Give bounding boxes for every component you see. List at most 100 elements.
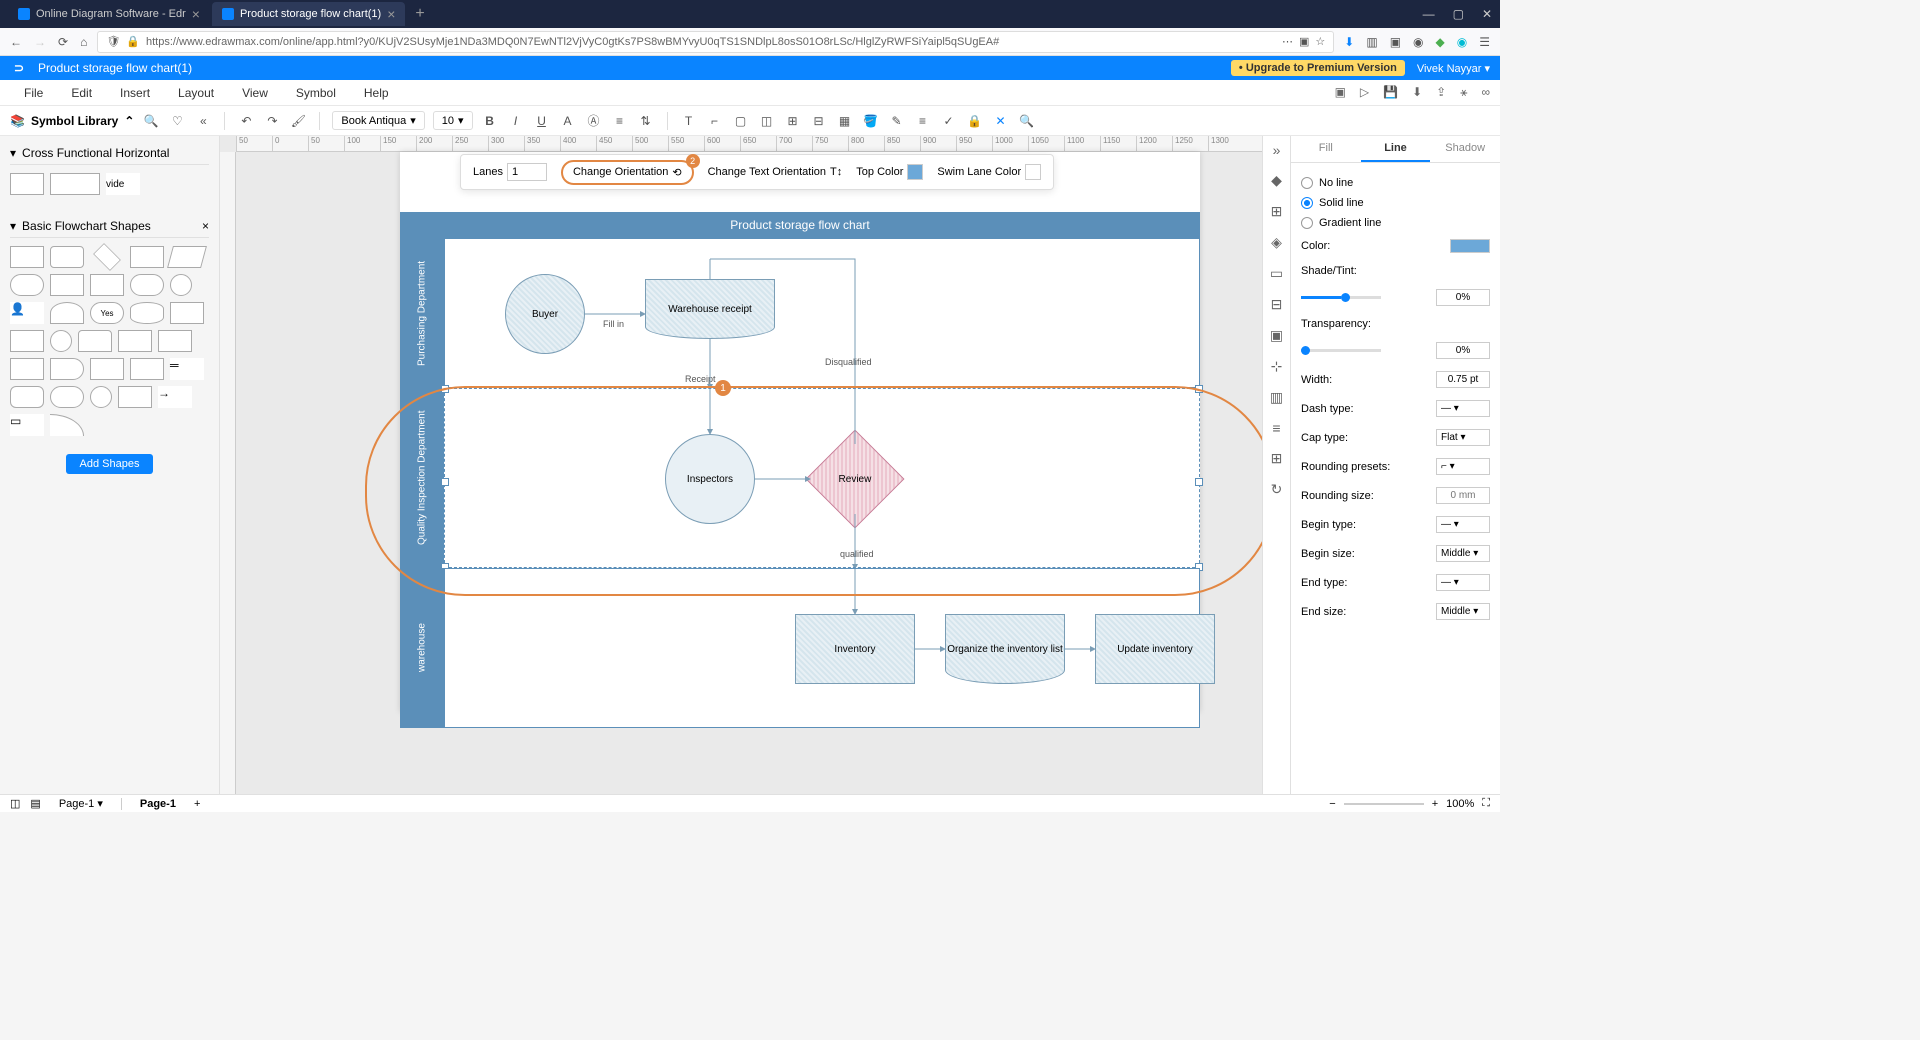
shade-slider[interactable] bbox=[1301, 296, 1381, 299]
slides-icon[interactable]: ▭ bbox=[1270, 265, 1283, 282]
shape-thumb[interactable] bbox=[50, 246, 84, 268]
shape-thumb[interactable] bbox=[50, 173, 100, 195]
fit-icon[interactable]: ▣ bbox=[1335, 85, 1346, 100]
ext-icon[interactable]: ◆ bbox=[1436, 35, 1445, 49]
zoom-out-icon[interactable]: − bbox=[1329, 798, 1335, 810]
shape-thumb[interactable]: Yes bbox=[90, 302, 124, 324]
theme-icon[interactable]: ◆ bbox=[1271, 172, 1282, 189]
fill-icon[interactable]: 🪣 bbox=[862, 112, 880, 130]
page-tab-active[interactable]: Page-1 bbox=[132, 798, 184, 810]
end-type-select[interactable]: — ▾ bbox=[1436, 574, 1490, 591]
menu-edit[interactable]: Edit bbox=[57, 86, 106, 100]
fullscreen-icon[interactable]: ⛶ bbox=[1482, 797, 1490, 810]
play-icon[interactable]: ▷ bbox=[1360, 85, 1369, 100]
begin-size-select[interactable]: Middle ▾ bbox=[1436, 545, 1490, 562]
image-icon[interactable]: ▣ bbox=[1270, 327, 1283, 344]
node-inspectors[interactable]: Inspectors bbox=[665, 434, 755, 524]
app-logo-icon[interactable]: ⊃ bbox=[10, 59, 28, 77]
shape-thumb[interactable] bbox=[167, 246, 207, 268]
reader-icon[interactable]: ▣ bbox=[1299, 35, 1309, 48]
layers-icon[interactable]: ◈ bbox=[1271, 234, 1282, 251]
lib-section-header[interactable]: ▾Basic Flowchart Shapes × bbox=[10, 215, 209, 238]
lane-body-selected[interactable]: Inspectors Review qualified bbox=[444, 388, 1200, 568]
selection-handle[interactable] bbox=[1195, 385, 1203, 393]
cap-type-select[interactable]: Flat ▾ bbox=[1436, 429, 1490, 446]
shape-thumb[interactable] bbox=[50, 386, 84, 408]
outline-icon[interactable]: ▤ bbox=[30, 797, 40, 810]
swim-lane-color-button[interactable]: Swim Lane Color bbox=[937, 164, 1041, 180]
shape-thumb[interactable] bbox=[50, 358, 84, 380]
browser-tab-active[interactable]: Product storage flow chart(1) × bbox=[212, 2, 405, 26]
expand-icon[interactable]: » bbox=[1273, 142, 1281, 158]
change-text-orientation-button[interactable]: Change Text Orientation T↕ bbox=[708, 166, 843, 178]
shape-thumb[interactable] bbox=[10, 173, 44, 195]
underline-icon[interactable]: U bbox=[533, 112, 551, 130]
forward-icon[interactable]: → bbox=[34, 35, 46, 49]
selection-handle[interactable] bbox=[1195, 478, 1203, 486]
lane-header[interactable]: warehouse bbox=[400, 568, 444, 728]
rounding-presets-select[interactable]: ⌐ ▾ bbox=[1436, 458, 1490, 475]
top-color-button[interactable]: Top Color bbox=[856, 164, 923, 180]
zoom-slider[interactable] bbox=[1344, 803, 1424, 805]
italic-icon[interactable]: I bbox=[507, 112, 525, 130]
shape-thumb[interactable] bbox=[10, 274, 44, 296]
node-buyer[interactable]: Buyer bbox=[505, 274, 585, 354]
node-warehouse-receipt[interactable]: Warehouse receipt bbox=[645, 279, 775, 339]
shape-thumb[interactable]: ═ bbox=[170, 358, 204, 380]
url-field[interactable]: 🛡 🔒 https://www.edrawmax.com/online/app.… bbox=[97, 31, 1334, 53]
heart-icon[interactable]: ♡ bbox=[168, 112, 186, 130]
font-size-select[interactable]: 10 ▾ bbox=[433, 111, 473, 130]
shape-thumb[interactable] bbox=[93, 243, 121, 271]
shape-thumb[interactable] bbox=[50, 302, 84, 324]
selection-handle[interactable] bbox=[441, 385, 449, 393]
shape-thumb[interactable] bbox=[10, 358, 44, 380]
ext2-icon[interactable]: ◉ bbox=[1457, 35, 1467, 49]
cloud-icon[interactable]: ∞ bbox=[1481, 85, 1490, 100]
save-icon[interactable]: 💾 bbox=[1383, 85, 1398, 100]
canvas-area[interactable]: 5005010015020025030035040045050055060065… bbox=[220, 136, 1262, 794]
rounding-size-input[interactable] bbox=[1436, 487, 1490, 504]
shape-thumb[interactable] bbox=[90, 358, 124, 380]
canvas-page[interactable]: Product storage flow chart Purchasing De… bbox=[400, 152, 1200, 712]
shape-thumb[interactable] bbox=[130, 302, 164, 324]
panel-toggle-icon[interactable]: ◫ bbox=[10, 797, 20, 810]
more-icon[interactable]: ⋯ bbox=[1282, 35, 1293, 48]
radio-solid-line[interactable]: Solid line bbox=[1301, 193, 1490, 213]
close-section-icon[interactable]: × bbox=[202, 219, 209, 233]
search-icon[interactable]: 🔍 bbox=[142, 112, 160, 130]
library-icon[interactable]: ▥ bbox=[1366, 35, 1377, 49]
back-icon[interactable]: ← bbox=[10, 35, 22, 49]
shape-icon[interactable]: ◫ bbox=[758, 112, 776, 130]
grid-icon[interactable]: ⊞ bbox=[1271, 203, 1283, 220]
lane-header[interactable]: Quality Inspection Department bbox=[400, 388, 444, 568]
shape-thumb[interactable] bbox=[170, 274, 192, 296]
tab-shadow[interactable]: Shadow bbox=[1430, 136, 1500, 162]
shape-thumb[interactable] bbox=[170, 302, 204, 324]
data-icon[interactable]: ⊟ bbox=[1271, 296, 1283, 313]
dash-type-select[interactable]: — ▾ bbox=[1436, 400, 1490, 417]
lane-header[interactable]: Purchasing Department bbox=[400, 238, 444, 388]
text-highlight-icon[interactable]: Ⓐ bbox=[585, 112, 603, 130]
menu-symbol[interactable]: Symbol bbox=[282, 86, 350, 100]
shape-thumb[interactable] bbox=[90, 386, 112, 408]
reload-icon[interactable]: ⟳ bbox=[58, 35, 68, 49]
link-icon[interactable]: ⚹ bbox=[1460, 85, 1467, 100]
download-icon[interactable]: ⬇ bbox=[1344, 35, 1354, 49]
line-style-icon[interactable]: ≡ bbox=[914, 112, 932, 130]
collapse-icon[interactable]: « bbox=[194, 112, 212, 130]
shape-thumb[interactable] bbox=[10, 246, 44, 268]
account-icon[interactable]: ◉ bbox=[1413, 35, 1423, 49]
menu-help[interactable]: Help bbox=[350, 86, 403, 100]
end-size-select[interactable]: Middle ▾ bbox=[1436, 603, 1490, 620]
sidebar-icon[interactable]: ▣ bbox=[1390, 35, 1401, 49]
node-review[interactable]: Review bbox=[806, 430, 905, 529]
shape-thumb[interactable] bbox=[50, 414, 84, 436]
distribute-icon[interactable]: ⊟ bbox=[810, 112, 828, 130]
menu-view[interactable]: View bbox=[228, 86, 282, 100]
page-select[interactable]: Page-1 ▾ bbox=[51, 797, 111, 810]
undo-icon[interactable]: ↶ bbox=[237, 112, 255, 130]
shape-thumb[interactable] bbox=[158, 330, 192, 352]
shape-thumb[interactable] bbox=[90, 274, 124, 296]
shade-input[interactable] bbox=[1436, 289, 1490, 306]
shape-thumb[interactable] bbox=[130, 274, 164, 296]
